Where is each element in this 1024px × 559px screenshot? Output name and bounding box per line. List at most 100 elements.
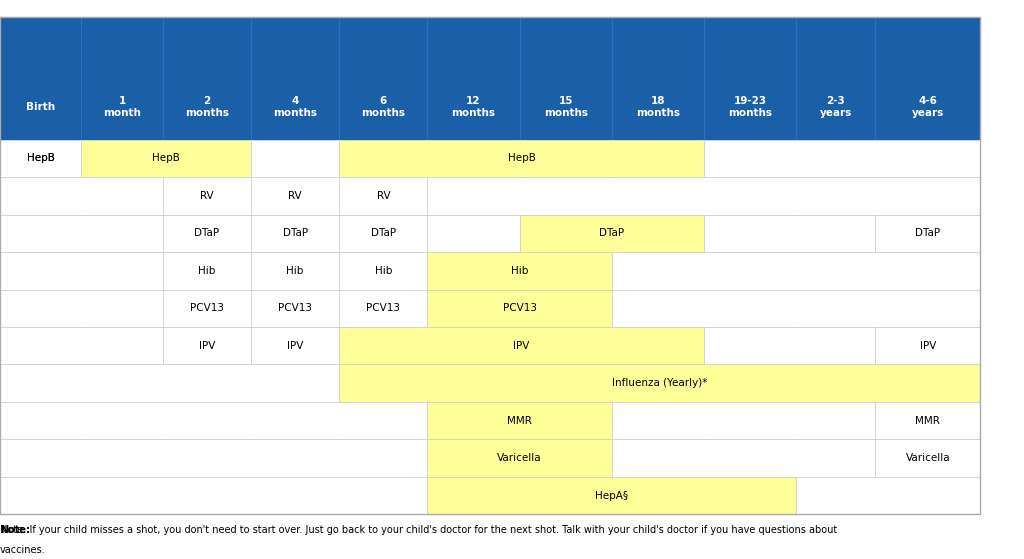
Text: PCV13: PCV13 — [279, 304, 312, 313]
FancyBboxPatch shape — [611, 215, 703, 252]
FancyBboxPatch shape — [611, 17, 703, 140]
FancyBboxPatch shape — [519, 439, 611, 477]
Text: Hib: Hib — [287, 266, 304, 276]
FancyBboxPatch shape — [0, 252, 163, 290]
FancyBboxPatch shape — [519, 290, 611, 327]
FancyBboxPatch shape — [876, 439, 980, 477]
FancyBboxPatch shape — [251, 402, 339, 439]
FancyBboxPatch shape — [163, 215, 251, 252]
Text: IPV: IPV — [513, 341, 529, 350]
FancyBboxPatch shape — [81, 327, 163, 364]
FancyBboxPatch shape — [81, 140, 163, 177]
FancyBboxPatch shape — [427, 252, 519, 290]
FancyBboxPatch shape — [0, 252, 81, 290]
FancyBboxPatch shape — [519, 177, 611, 215]
FancyBboxPatch shape — [876, 364, 980, 402]
Text: Hib: Hib — [375, 266, 392, 276]
FancyBboxPatch shape — [0, 402, 81, 439]
FancyBboxPatch shape — [0, 477, 427, 514]
FancyBboxPatch shape — [0, 140, 81, 177]
Text: Birth: Birth — [27, 102, 55, 112]
FancyBboxPatch shape — [163, 402, 251, 439]
FancyBboxPatch shape — [611, 477, 703, 514]
Text: HepB: HepB — [153, 154, 180, 163]
FancyBboxPatch shape — [251, 252, 339, 290]
FancyBboxPatch shape — [611, 364, 703, 402]
FancyBboxPatch shape — [519, 17, 611, 140]
FancyBboxPatch shape — [519, 140, 611, 177]
Text: RV: RV — [289, 191, 302, 201]
FancyBboxPatch shape — [339, 215, 427, 252]
Text: 15
months: 15 months — [544, 96, 588, 118]
FancyBboxPatch shape — [81, 402, 163, 439]
FancyBboxPatch shape — [0, 327, 81, 364]
Text: DTaP: DTaP — [915, 229, 940, 238]
FancyBboxPatch shape — [0, 402, 427, 439]
FancyBboxPatch shape — [611, 177, 703, 215]
FancyBboxPatch shape — [339, 252, 427, 290]
FancyBboxPatch shape — [796, 402, 876, 439]
FancyBboxPatch shape — [703, 290, 796, 327]
FancyBboxPatch shape — [251, 177, 339, 215]
FancyBboxPatch shape — [427, 215, 519, 252]
FancyBboxPatch shape — [251, 290, 339, 327]
FancyBboxPatch shape — [519, 364, 611, 402]
FancyBboxPatch shape — [796, 177, 876, 215]
FancyBboxPatch shape — [703, 140, 796, 177]
Text: Hib: Hib — [511, 266, 528, 276]
Text: HepA§: HepA§ — [595, 491, 629, 500]
Text: 1
month: 1 month — [103, 96, 141, 118]
FancyBboxPatch shape — [339, 252, 427, 290]
FancyBboxPatch shape — [427, 477, 519, 514]
FancyBboxPatch shape — [796, 215, 876, 252]
FancyBboxPatch shape — [251, 439, 339, 477]
FancyBboxPatch shape — [339, 140, 703, 177]
FancyBboxPatch shape — [0, 177, 81, 215]
FancyBboxPatch shape — [876, 327, 980, 364]
FancyBboxPatch shape — [81, 477, 163, 514]
FancyBboxPatch shape — [796, 477, 876, 514]
FancyBboxPatch shape — [163, 327, 251, 364]
FancyBboxPatch shape — [163, 17, 251, 140]
FancyBboxPatch shape — [0, 17, 81, 140]
FancyBboxPatch shape — [796, 17, 876, 140]
Text: 4
months: 4 months — [273, 96, 317, 118]
FancyBboxPatch shape — [163, 290, 251, 327]
Text: 12
months: 12 months — [452, 96, 496, 118]
Text: 4-6
years: 4-6 years — [911, 96, 944, 118]
Text: RV: RV — [377, 191, 390, 201]
FancyBboxPatch shape — [703, 252, 796, 290]
FancyBboxPatch shape — [0, 290, 81, 327]
FancyBboxPatch shape — [339, 17, 427, 140]
FancyBboxPatch shape — [611, 439, 876, 477]
FancyBboxPatch shape — [0, 364, 81, 402]
Text: 18
months: 18 months — [636, 96, 680, 118]
FancyBboxPatch shape — [611, 327, 703, 364]
Text: DTaP: DTaP — [195, 229, 219, 238]
Text: Note:: Note: — [0, 525, 30, 536]
FancyBboxPatch shape — [876, 252, 980, 290]
FancyBboxPatch shape — [0, 215, 81, 252]
FancyBboxPatch shape — [339, 364, 427, 402]
FancyBboxPatch shape — [339, 364, 980, 402]
FancyBboxPatch shape — [876, 327, 980, 364]
FancyBboxPatch shape — [81, 140, 251, 177]
FancyBboxPatch shape — [251, 477, 339, 514]
FancyBboxPatch shape — [519, 327, 611, 364]
FancyBboxPatch shape — [163, 252, 251, 290]
FancyBboxPatch shape — [703, 17, 796, 140]
Text: PCV13: PCV13 — [367, 304, 400, 313]
FancyBboxPatch shape — [611, 252, 703, 290]
Text: 2
months: 2 months — [185, 96, 228, 118]
FancyBboxPatch shape — [0, 477, 81, 514]
FancyBboxPatch shape — [427, 177, 519, 215]
FancyBboxPatch shape — [427, 327, 519, 364]
FancyBboxPatch shape — [427, 252, 611, 290]
FancyBboxPatch shape — [796, 327, 876, 364]
FancyBboxPatch shape — [427, 215, 519, 252]
FancyBboxPatch shape — [427, 439, 519, 477]
FancyBboxPatch shape — [251, 364, 339, 402]
FancyBboxPatch shape — [876, 439, 980, 477]
FancyBboxPatch shape — [81, 177, 163, 215]
FancyBboxPatch shape — [876, 290, 980, 327]
